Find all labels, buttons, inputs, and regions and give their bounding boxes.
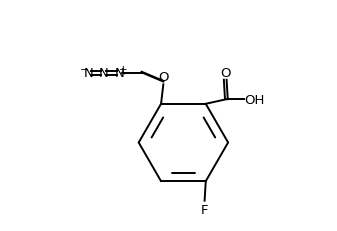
Text: −: − xyxy=(80,65,89,75)
Text: O: O xyxy=(220,66,231,79)
Text: N: N xyxy=(83,67,93,80)
Text: OH: OH xyxy=(244,93,265,106)
Text: +: + xyxy=(119,65,127,75)
Text: F: F xyxy=(201,203,208,216)
Text: N: N xyxy=(115,67,124,80)
Text: O: O xyxy=(158,71,168,84)
Text: N: N xyxy=(99,67,109,80)
